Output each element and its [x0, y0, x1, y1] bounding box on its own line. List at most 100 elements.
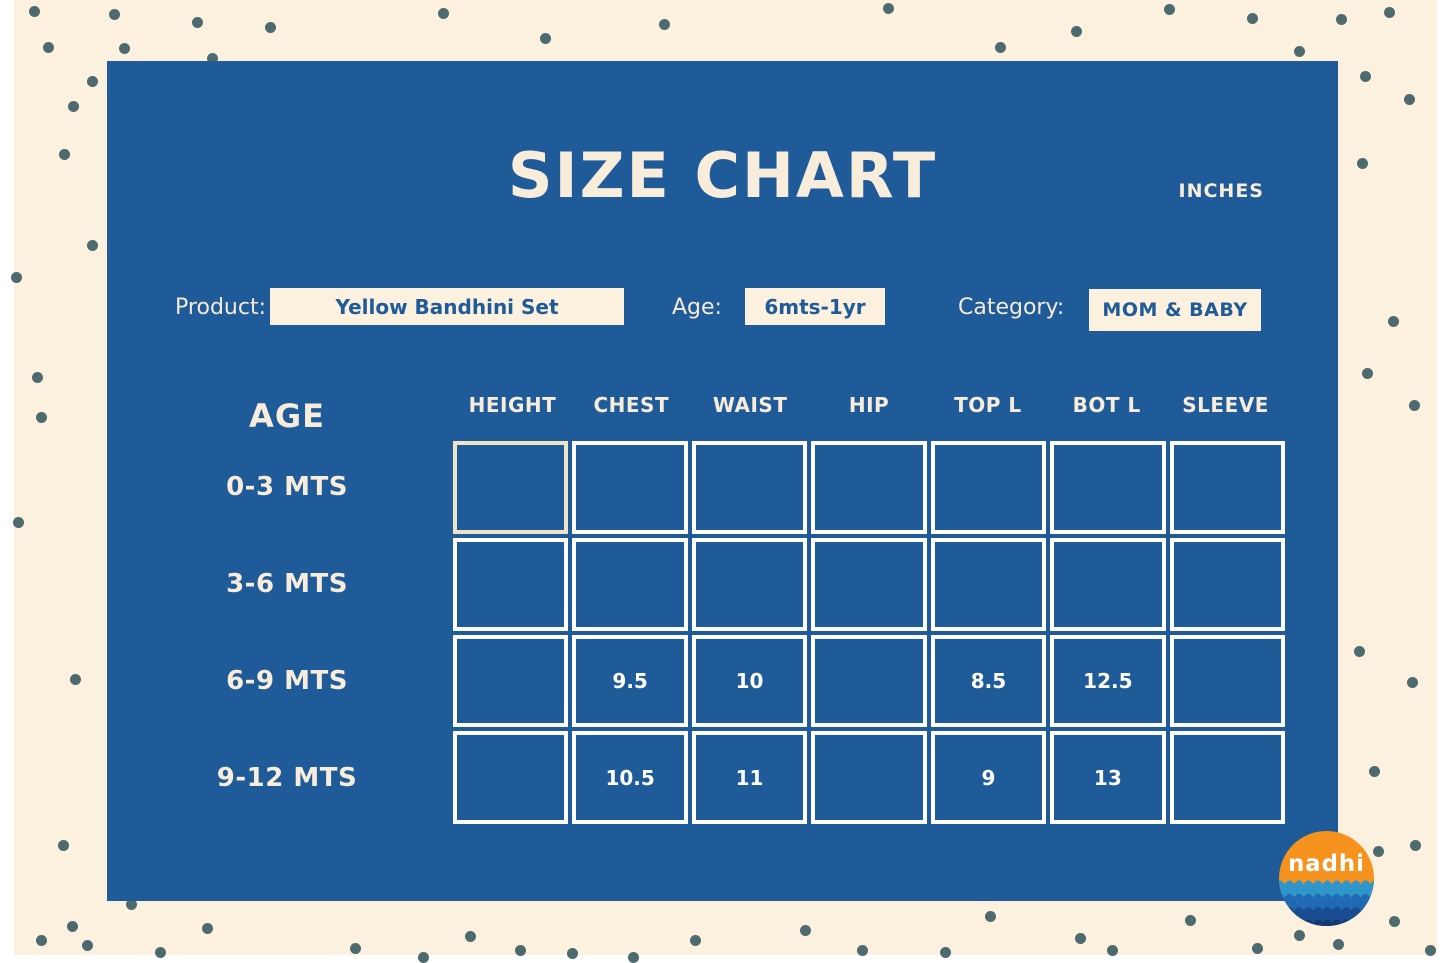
decorative-dot — [154, 946, 166, 958]
table-cell — [930, 441, 1047, 534]
units-label: INCHES — [1178, 180, 1264, 202]
table-cell: 8.5 — [930, 634, 1047, 728]
table-cell — [453, 441, 569, 534]
table-cell — [811, 731, 927, 824]
age-label: Age: — [672, 295, 722, 320]
size-chart-panel: SIZE CHART INCHES Product: Yellow Bandhi… — [107, 61, 1338, 901]
decorative-dot — [464, 930, 476, 942]
table-cell — [1169, 634, 1285, 728]
decorative-dot — [689, 934, 701, 946]
decorative-dot — [882, 2, 894, 14]
decorative-dot — [125, 898, 137, 910]
decorative-dot — [35, 411, 47, 423]
row-label: 6-9 MTS — [226, 665, 348, 696]
decorative-dot — [35, 934, 47, 946]
decorative-dot — [81, 939, 93, 951]
decorative-dot — [42, 41, 54, 53]
decorative-dot — [1388, 915, 1400, 927]
decorative-dot — [539, 32, 551, 44]
decorative-dot — [984, 910, 996, 922]
column-header-sleeve: SLEEVE — [1182, 393, 1269, 417]
table-cell — [811, 537, 927, 631]
decorative-dot — [1293, 45, 1305, 57]
decorative-dot — [191, 16, 203, 28]
table-cell: 13 — [1050, 731, 1166, 824]
decorative-dot — [28, 5, 40, 17]
decorative-dot — [627, 951, 639, 963]
table-cell — [930, 537, 1047, 631]
column-header-height: HEIGHT — [468, 393, 557, 417]
table-cell — [1050, 537, 1166, 631]
table-cell — [453, 634, 569, 728]
row-labels: 0-3 MTS 3-6 MTS 6-9 MTS 9-12 MTS — [197, 441, 377, 824]
product-value-box: Yellow Bandhini Set — [270, 288, 624, 325]
decorative-dot — [1424, 944, 1436, 956]
table-cell — [1169, 731, 1285, 824]
table-cell: 9 — [930, 731, 1047, 824]
decorative-dot — [1408, 399, 1420, 411]
table-cell — [811, 441, 927, 534]
logo-text: nadhi — [1288, 851, 1365, 877]
column-header-chest: CHEST — [593, 393, 670, 417]
decorative-dot — [1406, 676, 1418, 688]
table-cell — [453, 537, 569, 631]
column-headers: HEIGHT CHEST WAIST HIP TOP L BOT L SLEEV… — [453, 393, 1285, 417]
row-label: 3-6 MTS — [226, 569, 348, 600]
decorative-dot — [349, 942, 361, 954]
decorative-dot — [31, 371, 43, 383]
decorative-dot — [1359, 70, 1371, 82]
decorative-dot — [994, 41, 1006, 53]
decorative-dot — [1409, 839, 1421, 851]
nadhi-logo: nadhi — [1279, 831, 1374, 926]
age-value: 6mts-1yr — [764, 294, 866, 319]
column-header-topl: TOP L — [954, 393, 1022, 417]
decorative-dot — [1372, 845, 1384, 857]
decorative-dot — [1074, 932, 1086, 944]
table-cell: 10.5 — [572, 731, 688, 824]
table-cell: 9.5 — [572, 634, 688, 728]
decorative-dot — [67, 100, 79, 112]
product-label: Product: — [175, 295, 266, 320]
decorative-dot — [118, 42, 130, 54]
table-cell — [453, 731, 569, 824]
decorative-dot — [86, 239, 98, 251]
category-label: Category: — [958, 295, 1065, 320]
decorative-dot — [66, 920, 78, 932]
decorative-dot — [1361, 367, 1373, 379]
decorative-dot — [1403, 93, 1415, 105]
decorative-dot — [1383, 6, 1395, 18]
size-table-grid: 9.5 10 8.5 12.5 10.5 11 9 13 — [453, 441, 1285, 824]
decorative-dot — [658, 18, 670, 30]
decorative-dot — [1184, 914, 1196, 926]
decorative-dot — [86, 75, 98, 87]
decorative-dot — [1353, 645, 1365, 657]
table-cell: 11 — [691, 731, 808, 824]
category-value-box: MOM & BABY — [1089, 289, 1261, 331]
decorative-dot — [1106, 944, 1118, 956]
decorative-dot — [1293, 929, 1305, 941]
table-cell — [811, 634, 927, 728]
decorative-dot — [1387, 315, 1399, 327]
decorative-dot — [1356, 157, 1368, 169]
table-cell — [1050, 441, 1166, 534]
decorative-dot — [1070, 25, 1082, 37]
table-cell — [691, 537, 808, 631]
decorative-dot — [1251, 942, 1263, 954]
decorative-dot — [856, 944, 868, 956]
decorative-dot — [206, 52, 218, 64]
decorative-dot — [437, 7, 449, 19]
decorative-dot — [201, 922, 213, 934]
decorative-dot — [12, 516, 24, 528]
logo-wave-navy — [1279, 919, 1374, 926]
decorative-dot — [57, 839, 69, 851]
decorative-dot — [58, 148, 70, 160]
decorative-dot — [417, 951, 429, 963]
table-cell — [691, 441, 808, 534]
column-header-botl: BOT L — [1072, 393, 1141, 417]
category-value: MOM & BABY — [1102, 299, 1248, 321]
product-value: Yellow Bandhini Set — [335, 294, 559, 319]
table-cell — [572, 441, 688, 534]
row-label: 0-3 MTS — [226, 472, 348, 503]
table-cell — [1169, 537, 1285, 631]
